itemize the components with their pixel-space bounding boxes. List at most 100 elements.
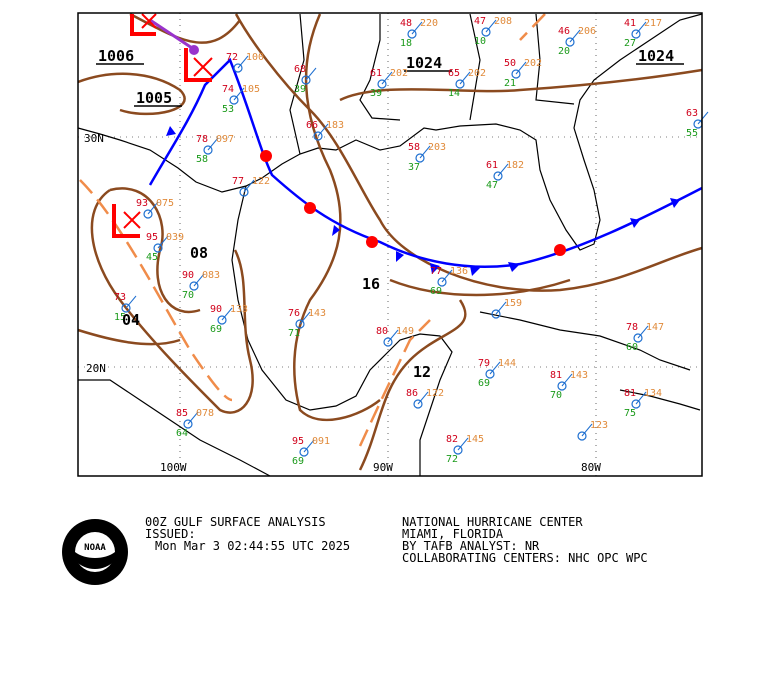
station-temp: 90 [210, 304, 222, 315]
wind-barb [495, 301, 507, 315]
station-dewpoint: 75 [624, 408, 636, 419]
wind-barb [411, 21, 423, 35]
station-pressure: 144 [498, 358, 516, 369]
station-circle [633, 333, 643, 343]
wind-barb [561, 373, 573, 387]
station-pressure: 220 [420, 18, 438, 29]
station-circle [239, 187, 249, 197]
station-temp: 79 [478, 358, 490, 369]
wind-barb [459, 71, 471, 85]
station-dewpoint: 39 [370, 88, 382, 99]
low-centers [112, 13, 213, 238]
station-temp: 48 [400, 18, 412, 29]
station-temp: 66 [306, 120, 318, 131]
station-pressure: 122 [252, 176, 270, 187]
station-pressure: 075 [156, 198, 174, 209]
latitude-label: 30N [84, 132, 104, 145]
wind-barb [569, 29, 581, 43]
station-pressure: 208 [494, 16, 512, 27]
station-circle [295, 319, 305, 329]
station-dewpoint: 64 [176, 428, 188, 439]
station-temp: 47 [474, 16, 486, 27]
station-temp: 82 [446, 434, 458, 445]
station-temp: 77 [232, 176, 244, 187]
station-pressure: 122 [426, 388, 444, 399]
footer-location: MIAMI, FLORIDA [402, 527, 504, 541]
pressure-label: 1024 [638, 47, 674, 65]
occluded-pip [189, 45, 199, 55]
station-dewpoint: 14 [448, 88, 460, 99]
wind-barb [419, 145, 431, 159]
wind-barb [635, 391, 647, 405]
wind-barb [515, 61, 527, 75]
station-dewpoint: 71 [288, 328, 300, 339]
footer-collab: COLLABORATING CENTERS: NHC OPC WPC [402, 551, 648, 565]
station-circle [413, 399, 423, 409]
station-temp: 90 [182, 270, 194, 281]
occluded-front [149, 18, 196, 52]
station-pressure: 145 [466, 434, 484, 445]
pressure-underlines [96, 63, 684, 107]
wind-barb [305, 67, 317, 81]
station-temp: 81 [624, 388, 636, 399]
station-pressure: 202 [524, 58, 542, 69]
station-circle [631, 399, 641, 409]
station-circle [453, 445, 463, 455]
station-pressure: 159 [504, 298, 522, 309]
footer-issued: ISSUED: [145, 527, 196, 541]
station-circle [485, 369, 495, 379]
station-circle [377, 79, 387, 89]
station-pressure: 039 [166, 232, 184, 243]
station-pressure: 202 [468, 68, 486, 79]
station-pressure: 133 [230, 304, 248, 315]
wind-barb [147, 201, 159, 215]
front-pips [166, 126, 680, 276]
station-temp: 77 [430, 266, 442, 277]
wind-barb [207, 137, 219, 151]
wind-barb [497, 163, 509, 177]
footer-center: NATIONAL HURRICANE CENTER [402, 515, 583, 529]
wind-barb [157, 235, 169, 249]
station-temp: 41 [624, 18, 636, 29]
station-pressure: 182 [506, 160, 524, 171]
wind-barb [243, 179, 255, 193]
station-circle [491, 309, 501, 319]
station-dewpoint: 69 [430, 286, 442, 297]
station-temp: 58 [408, 142, 420, 153]
station-circle [203, 145, 213, 155]
pressure-label: 1006 [98, 47, 134, 65]
station-circle [557, 381, 567, 391]
pressure-label: 12 [413, 363, 431, 381]
wind-barb [187, 411, 199, 425]
station-temp: 86 [406, 388, 418, 399]
station-temp: 74 [222, 84, 234, 95]
station-dewpoint: 27 [624, 38, 636, 49]
wind-barb [417, 391, 429, 405]
station-dewpoint: 45 [146, 252, 158, 263]
station-circle [301, 75, 311, 85]
station-circle [511, 69, 521, 79]
station-temp: 50 [504, 58, 516, 69]
station-circle [631, 29, 641, 39]
station-temp: 80 [376, 326, 388, 337]
wind-barb [125, 295, 137, 309]
station-pressure: 202 [390, 68, 408, 79]
station-pressure: 136 [450, 266, 468, 277]
station-temp: 85 [176, 408, 188, 419]
station-pressure: 206 [578, 26, 596, 37]
station-dewpoint: 70 [550, 390, 562, 401]
wind-barb [221, 307, 233, 321]
station-temp: 63 [686, 108, 698, 119]
station-circle [217, 315, 227, 325]
station-dewpoint: 47 [486, 180, 498, 191]
wind-barb [485, 19, 497, 33]
wind-barb [457, 437, 469, 451]
wind-barb [317, 123, 329, 137]
station-temp: 65 [448, 68, 460, 79]
station-pressure: 123 [590, 420, 608, 431]
logo-text: NOAA [84, 543, 106, 553]
station-temp: 73 [114, 292, 126, 303]
station-pressure: 083 [202, 270, 220, 281]
station-dewpoint: 55 [686, 128, 698, 139]
